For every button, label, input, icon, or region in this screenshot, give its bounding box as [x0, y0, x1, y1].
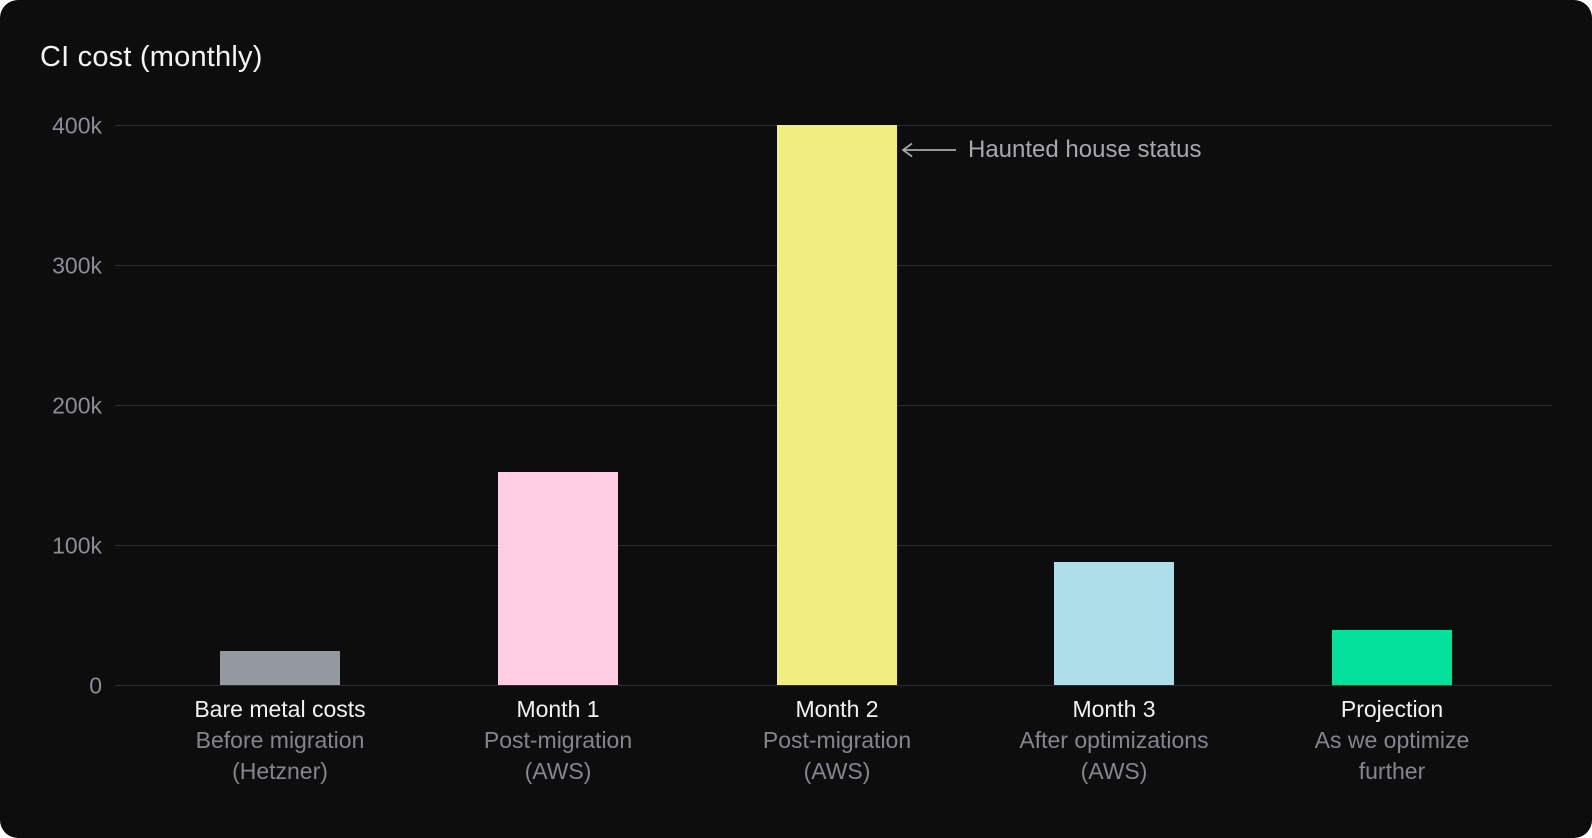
y-tick-label-400k: 400k — [52, 112, 102, 139]
annotation-haunted-house: Haunted house status — [900, 136, 1202, 164]
y-tick-label-300k: 300k — [52, 252, 102, 279]
category-label-bare-metal-costs: Bare metal costs Before migration (Hetzner… — [150, 694, 410, 787]
annotation-label: Haunted house status — [968, 136, 1202, 163]
left-arrow-icon — [901, 142, 956, 158]
category-subtitle: After optimizations — [1019, 727, 1209, 753]
bar-projection — [1332, 630, 1452, 685]
bar-bare-metal-costs — [220, 651, 340, 685]
bar-month-1 — [498, 472, 618, 685]
category-subtitle: Before migration — [195, 727, 365, 753]
category-subtitle: further — [1358, 758, 1426, 784]
category-label-projection: Projection As we optimize further — [1262, 694, 1522, 787]
bar-month-2 — [777, 125, 897, 685]
chart-title: CI cost (monthly) — [40, 41, 263, 73]
category-title: Bare metal costs — [194, 696, 366, 722]
y-tick-label-200k: 200k — [52, 392, 102, 419]
y-tick-label-100k: 100k — [52, 532, 102, 559]
category-label-month-1: Month 1 Post-migration (AWS) — [428, 694, 688, 787]
category-title: Month 2 — [795, 696, 879, 722]
gridline-0 — [115, 685, 1552, 686]
category-title: Month 1 — [516, 696, 600, 722]
category-subtitle: (AWS) — [1080, 758, 1148, 784]
category-subtitle: (AWS) — [524, 758, 592, 784]
category-label-month-3: Month 3 After optimizations (AWS) — [984, 694, 1244, 787]
category-subtitle: Post-migration — [762, 727, 912, 753]
category-subtitle: (Hetzner) — [232, 758, 328, 784]
category-subtitle: As we optimize — [1314, 727, 1470, 753]
bar-month-3 — [1054, 561, 1174, 685]
category-subtitle: (AWS) — [803, 758, 871, 784]
category-subtitle: Post-migration — [483, 727, 633, 753]
y-tick-label-0: 0 — [89, 672, 102, 699]
category-label-month-2: Month 2 Post-migration (AWS) — [707, 694, 967, 787]
category-title: Month 3 — [1072, 696, 1156, 722]
category-title: Projection — [1340, 696, 1444, 722]
